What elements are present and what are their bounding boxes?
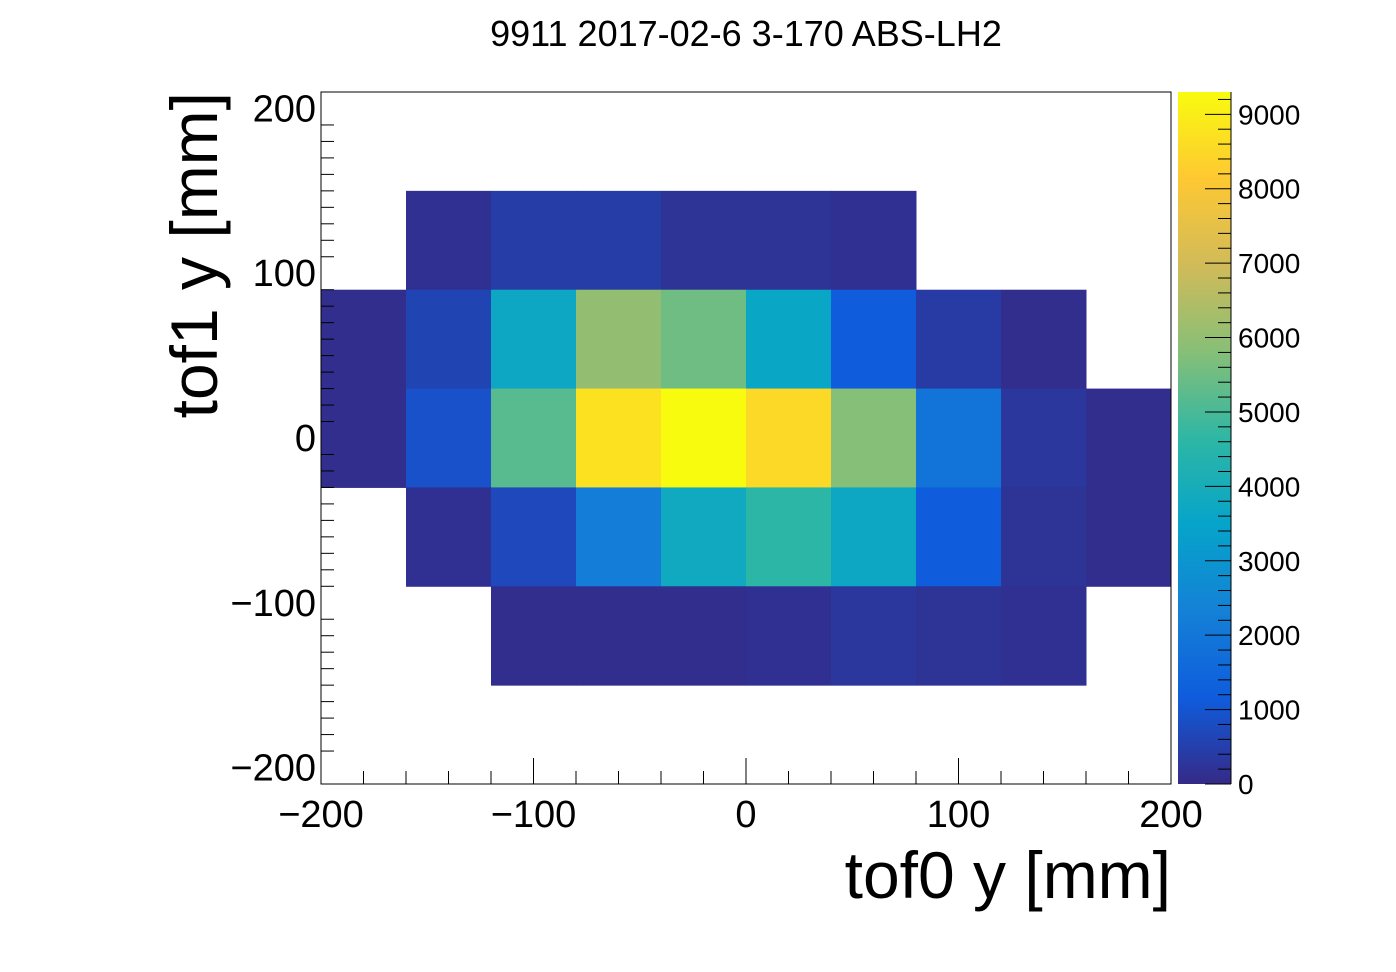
y-tick-label: 0 xyxy=(295,418,316,460)
colorbar-tick-label: 7000 xyxy=(1238,248,1300,279)
heatmap-cell xyxy=(746,487,832,587)
x-axis-label: tof0 y [mm] xyxy=(845,838,1171,912)
heatmap-cell xyxy=(831,586,917,686)
heatmap-cell xyxy=(321,388,407,488)
heatmap-cell xyxy=(831,487,917,587)
x-tick-label: 200 xyxy=(1139,794,1202,836)
colorbar-tick-label: 3000 xyxy=(1238,546,1300,577)
heatmap-cell xyxy=(1001,586,1087,686)
heatmap-cell xyxy=(916,388,1002,488)
y-tick-label: 100 xyxy=(253,253,316,295)
x-tick-label: 100 xyxy=(927,794,990,836)
x-tick-label: 0 xyxy=(735,794,756,836)
y-axis: −200 −100 0 100 200 xyxy=(230,88,334,790)
colorbar-tick-label: 8000 xyxy=(1238,174,1300,205)
heatmap-cell xyxy=(321,289,407,390)
heatmap-cell xyxy=(576,289,662,390)
heatmap-cell xyxy=(746,586,832,686)
heatmap-cell xyxy=(406,289,492,390)
heatmap-cell xyxy=(576,388,662,488)
heatmap-cell xyxy=(661,586,747,686)
x-tick-label: −200 xyxy=(278,794,364,836)
x-axis: −200 −100 0 100 200 xyxy=(278,758,1203,836)
heatmap-cell xyxy=(491,388,577,488)
colorbar: 0 1000 2000 3000 4000 5000 6000 7000 8000 9000 xyxy=(1178,92,1300,800)
heatmap-cell xyxy=(1001,388,1087,488)
heatmap-cell xyxy=(491,190,577,291)
heatmap-cell xyxy=(661,190,747,291)
heatmap-cell xyxy=(491,487,577,587)
heatmap-cell xyxy=(406,487,492,587)
y-tick-label: −100 xyxy=(230,583,316,625)
colorbar-gradient xyxy=(1178,92,1231,784)
heatmap-cell xyxy=(1001,487,1087,587)
heatmap-cell xyxy=(916,586,1002,686)
y-tick-label: 200 xyxy=(253,88,316,130)
y-axis-label: tof1 y [mm] xyxy=(157,92,231,418)
heatmap-cell xyxy=(661,487,747,587)
heatmap-cell xyxy=(746,190,832,291)
colorbar-tick-label: 9000 xyxy=(1238,99,1300,130)
heatmap-cell xyxy=(746,388,832,488)
heatmap-cell xyxy=(576,190,662,291)
heatmap-cell xyxy=(831,388,917,488)
heatmap-cells xyxy=(321,190,1172,686)
colorbar-axis: 0 1000 2000 3000 4000 5000 6000 7000 8000 9000 xyxy=(1205,92,1300,800)
heatmap-cell xyxy=(576,487,662,587)
colorbar-tick-label: 6000 xyxy=(1238,323,1300,354)
heatmap-cell xyxy=(916,289,1002,390)
heatmap-cell xyxy=(491,289,577,390)
chart-title: 9911 2017-02-6 3-170 ABS-LH2 xyxy=(490,13,1002,54)
colorbar-tick-label: 0 xyxy=(1238,769,1254,800)
colorbar-tick-label: 2000 xyxy=(1238,620,1300,651)
heatmap-cell xyxy=(1086,487,1172,587)
heatmap-cell xyxy=(406,388,492,488)
colorbar-tick-label: 1000 xyxy=(1238,695,1300,726)
heatmap-cell xyxy=(1001,289,1087,390)
heatmap-cell xyxy=(831,190,917,291)
heatmap-cell xyxy=(491,586,577,686)
heatmap-cell xyxy=(1086,388,1172,488)
heatmap-cell xyxy=(661,289,747,390)
colorbar-tick-label: 5000 xyxy=(1238,397,1300,428)
heatmap-cell xyxy=(746,289,832,390)
heatmap-cell xyxy=(661,388,747,488)
colorbar-tick-label: 4000 xyxy=(1238,471,1300,502)
y-tick-label: −200 xyxy=(230,748,316,790)
heatmap-cell xyxy=(406,190,492,291)
heatmap-cell xyxy=(916,487,1002,587)
heatmap-cell xyxy=(576,586,662,686)
x-tick-label: −100 xyxy=(491,794,577,836)
heatmap-cell xyxy=(831,289,917,390)
